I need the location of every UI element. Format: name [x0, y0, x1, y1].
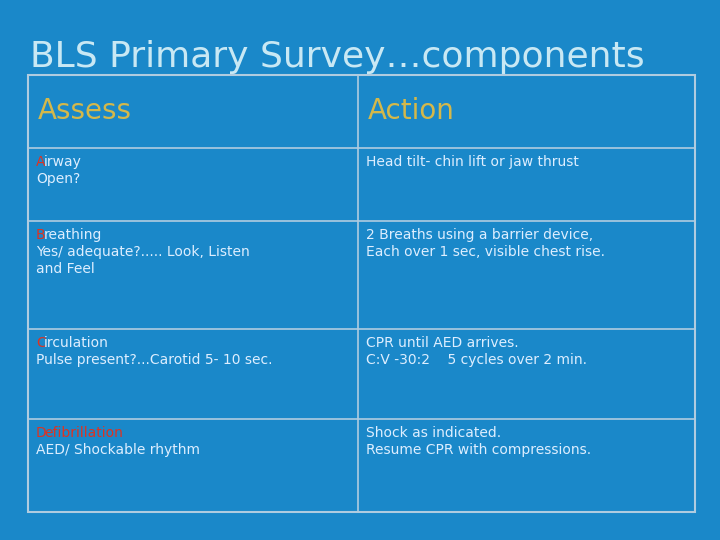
Text: Each over 1 sec, visible chest rise.: Each over 1 sec, visible chest rise. [366, 245, 606, 259]
Text: D: D [36, 426, 47, 440]
Text: 2 Breaths using a barrier device,: 2 Breaths using a barrier device, [366, 228, 593, 242]
Text: irway: irway [44, 155, 82, 169]
Text: C: C [36, 336, 46, 350]
Text: reathing: reathing [44, 228, 102, 242]
Text: and Feel: and Feel [36, 262, 95, 275]
Text: Head tilt- chin lift or jaw thrust: Head tilt- chin lift or jaw thrust [366, 155, 579, 169]
Text: Assess: Assess [38, 97, 132, 125]
Text: BLS Primary Survey…components: BLS Primary Survey…components [30, 40, 644, 74]
Text: Action: Action [368, 97, 455, 125]
Text: AED/ Shockable rhythm: AED/ Shockable rhythm [36, 443, 200, 457]
Text: CPR until AED arrives.: CPR until AED arrives. [366, 336, 519, 350]
Text: Pulse present?...Carotid 5- 10 sec.: Pulse present?...Carotid 5- 10 sec. [36, 353, 272, 367]
Text: B: B [36, 228, 45, 242]
Text: Shock as indicated.: Shock as indicated. [366, 426, 501, 440]
Text: Resume CPR with compressions.: Resume CPR with compressions. [366, 443, 591, 457]
Text: C:V -30:2    5 cycles over 2 min.: C:V -30:2 5 cycles over 2 min. [366, 353, 588, 367]
Text: Open?: Open? [36, 172, 80, 186]
Text: A: A [36, 155, 45, 169]
Text: Yes/ adequate?..... Look, Listen: Yes/ adequate?..... Look, Listen [36, 245, 250, 259]
Text: irculation: irculation [44, 336, 109, 350]
Text: efibrillation: efibrillation [44, 426, 123, 440]
